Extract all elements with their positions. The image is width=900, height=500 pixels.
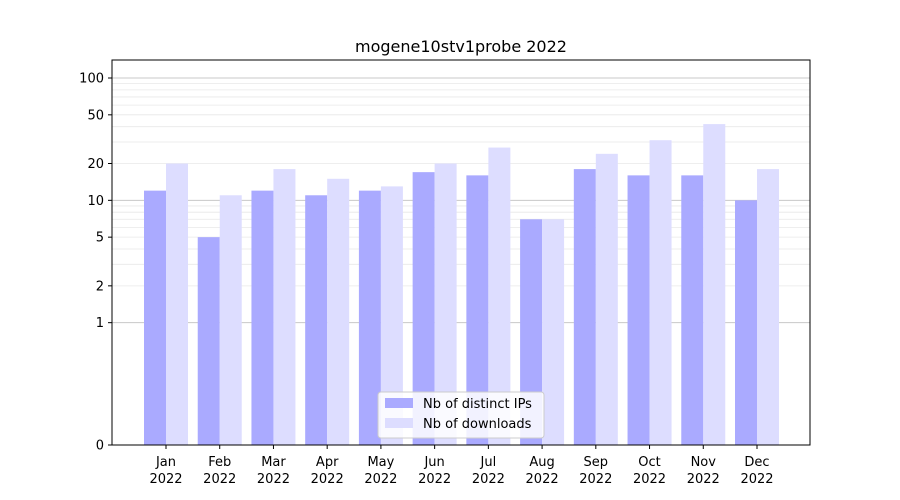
legend-label: Nb of distinct IPs (423, 397, 532, 412)
bar-downloads (219, 195, 242, 445)
bar-downloads (649, 140, 672, 445)
y-tick-label: 20 (87, 157, 104, 172)
plot-frame (111, 59, 811, 446)
bar-downloads (327, 178, 350, 445)
x-tick-label-year: 2022 (472, 472, 505, 487)
bar-distinct-ips (466, 175, 489, 445)
x-tick-label-year: 2022 (687, 472, 720, 487)
y-tick-label: 100 (79, 72, 104, 87)
y-tick-label: 2 (96, 279, 104, 294)
bar-distinct-ips (358, 190, 381, 445)
x-tick-label-year: 2022 (149, 472, 182, 487)
legend-swatch (385, 418, 413, 428)
legend-swatch (385, 398, 413, 408)
x-tick-label-month: Nov (691, 455, 717, 470)
bar-downloads (542, 219, 565, 445)
bar-distinct-ips (573, 169, 596, 446)
chart-title: mogene10stv1probe 2022 (355, 37, 567, 56)
bar-downloads (488, 147, 511, 445)
x-tick-label-month: Aug (529, 455, 554, 470)
bar-downloads (434, 163, 457, 445)
y-tick-label: 0 (96, 439, 104, 454)
bar-distinct-ips (305, 195, 328, 445)
legend-label: Nb of downloads (423, 417, 532, 432)
x-tick-label-year: 2022 (526, 472, 559, 487)
x-axis: Jan 2022 Feb 2022 Mar 2022 Apr 2022 May 2022 Jun 20… (149, 445, 774, 487)
bar-distinct-ips (197, 237, 220, 445)
x-tick-label-month: Jan (155, 455, 176, 470)
x-tick-label-month: Mar (261, 455, 286, 470)
x-tick-label-year: 2022 (740, 472, 773, 487)
y-axis: 0 1 2 5 10 20 50 100 (79, 72, 112, 454)
y-tick-label: 50 (87, 108, 104, 123)
bar-distinct-ips (520, 219, 543, 445)
bar-downloads (757, 169, 779, 446)
bar-distinct-ips (627, 175, 650, 445)
bar-distinct-ips (144, 190, 166, 445)
x-tick-label-month: May (367, 455, 394, 470)
y-tick-label: 1 (96, 316, 104, 331)
y-tick-label: 10 (87, 194, 104, 209)
y-tick-label: 5 (96, 231, 104, 246)
x-tick-label-year: 2022 (203, 472, 236, 487)
x-tick-label-month: Dec (744, 455, 769, 470)
bar-distinct-ips (251, 190, 274, 445)
bar-downloads (380, 186, 403, 445)
x-tick-label-year: 2022 (418, 472, 451, 487)
legend-box (377, 391, 545, 439)
x-tick-label-month: Feb (208, 455, 231, 470)
x-tick-label-year: 2022 (633, 472, 666, 487)
x-tick-label-year: 2022 (311, 472, 344, 487)
bar-distinct-ips (681, 175, 704, 445)
x-tick-label-month: Jul (480, 455, 497, 470)
x-tick-label-year: 2022 (579, 472, 612, 487)
x-tick-label-year: 2022 (364, 472, 397, 487)
bar-distinct-ips (735, 200, 757, 445)
x-tick-label-year: 2022 (257, 472, 290, 487)
legend: Nb of distinct IPs Nb of downloads (377, 391, 545, 439)
bars (144, 124, 779, 446)
x-tick-label-month: Oct (638, 455, 660, 470)
bar-downloads (273, 169, 296, 446)
bar-downloads (703, 124, 726, 445)
bar-downloads (166, 163, 188, 445)
bar-distinct-ips (412, 172, 435, 445)
x-tick-label-month: Apr (316, 455, 339, 470)
x-tick-label-month: Jun (423, 455, 444, 470)
x-tick-label-month: Sep (584, 455, 609, 470)
bar-downloads (595, 153, 618, 445)
